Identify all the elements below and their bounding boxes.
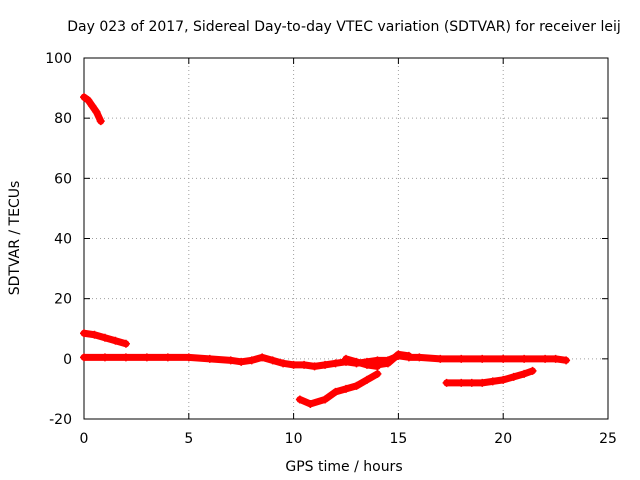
data-point (247, 356, 256, 365)
data-point (457, 378, 466, 387)
x-tick-label: 25 (599, 431, 617, 447)
data-point (80, 353, 88, 362)
data-point (404, 351, 413, 360)
data-point (121, 339, 130, 348)
chart-title: Day 023 of 2017, Sidereal Day-to-day VTE… (67, 19, 621, 35)
data-point (205, 354, 214, 363)
data-segment (373, 350, 413, 369)
data-point (331, 387, 340, 396)
data-point (457, 354, 466, 363)
data-point (331, 359, 340, 368)
data-point (321, 360, 330, 369)
data-point (268, 356, 277, 365)
data-segment (80, 329, 130, 348)
data-point (415, 353, 424, 362)
data-point (520, 369, 529, 378)
data-point (373, 360, 382, 369)
x-tick-label: 20 (494, 431, 512, 447)
data-band (296, 370, 381, 408)
y-tick-label: 80 (54, 111, 72, 127)
data-point (321, 395, 330, 404)
data-point (96, 117, 105, 126)
data-marks (80, 93, 571, 408)
data-point (488, 377, 497, 386)
data-point (289, 360, 298, 369)
data-point (342, 354, 350, 363)
data-segment (80, 93, 105, 126)
data-point (279, 359, 288, 368)
data-point (258, 353, 267, 362)
data-point (442, 378, 451, 387)
data-point (499, 375, 508, 384)
y-tick-label: -20 (49, 412, 72, 428)
data-point (528, 366, 537, 375)
data-point (362, 375, 371, 384)
data-point (80, 93, 88, 102)
data-point (551, 354, 560, 363)
data-point (541, 354, 550, 363)
data-band (80, 352, 570, 370)
data-point (88, 102, 97, 111)
data-point (342, 384, 350, 393)
y-tick-label: 60 (54, 171, 72, 187)
x-tick-label: 5 (184, 431, 193, 447)
data-point (300, 360, 309, 369)
x-tick-label: 15 (389, 431, 407, 447)
ticks: 0 5 10 15 20 25 -20 0 20 40 60 80 100 (45, 51, 617, 447)
data-point (295, 395, 304, 404)
data-point (84, 96, 93, 105)
data-point (362, 360, 371, 369)
data-point (100, 353, 109, 362)
data-segment (442, 366, 537, 387)
data-point (92, 108, 101, 117)
data-point (80, 329, 88, 338)
data-point (163, 353, 172, 362)
data-point (226, 356, 235, 365)
data-point (121, 353, 130, 362)
data-point (352, 381, 361, 390)
data-point (383, 359, 392, 368)
data-point (478, 354, 487, 363)
x-tick-label: 10 (285, 431, 303, 447)
data-point (306, 399, 315, 408)
data-point (90, 330, 99, 339)
data-point (310, 362, 319, 371)
data-point (509, 372, 518, 381)
data-point (499, 354, 508, 363)
y-axis-label: SDTVAR / TECUs (7, 181, 23, 296)
data-point (562, 356, 571, 365)
data-point (467, 378, 476, 387)
data-point (184, 353, 193, 362)
x-tick-label: 0 (80, 431, 89, 447)
data-point (100, 333, 109, 342)
y-tick-label: 100 (45, 51, 72, 67)
data-point (478, 378, 487, 387)
data-point (111, 336, 120, 345)
data-point (394, 350, 403, 359)
x-axis-label: GPS time / hours (285, 459, 402, 475)
data-point (142, 353, 151, 362)
y-tick-label: 20 (54, 292, 72, 308)
data-point (237, 357, 246, 366)
data-segment (295, 369, 382, 408)
data-point (352, 357, 361, 366)
data-point (373, 369, 382, 378)
data-point (436, 354, 445, 363)
y-tick-label: 0 (63, 352, 72, 368)
data-band (373, 350, 413, 369)
data-point (520, 354, 529, 363)
data-band (342, 355, 381, 370)
y-tick-label: 40 (54, 232, 72, 248)
